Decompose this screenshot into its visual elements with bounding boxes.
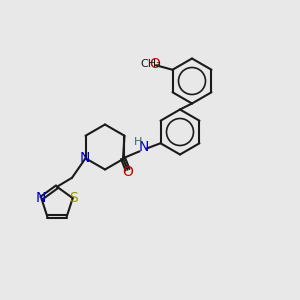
Text: O: O xyxy=(149,57,160,71)
Text: S: S xyxy=(69,191,78,205)
Text: CH₃: CH₃ xyxy=(140,59,161,69)
Text: N: N xyxy=(80,151,90,165)
Text: N: N xyxy=(35,191,46,205)
Text: H: H xyxy=(134,137,142,147)
Text: O: O xyxy=(123,165,134,179)
Text: N: N xyxy=(139,140,149,154)
